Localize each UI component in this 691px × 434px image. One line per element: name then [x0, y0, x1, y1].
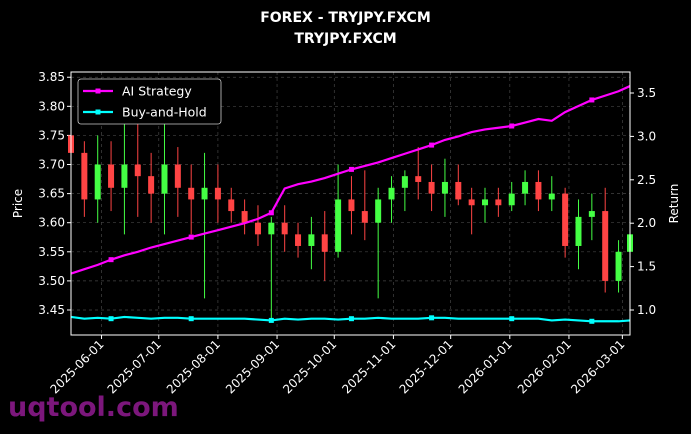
return-marker: [188, 316, 194, 322]
return-marker: [429, 315, 435, 321]
legend-marker: [95, 109, 101, 115]
return-marker: [108, 316, 114, 322]
candle-body: [335, 199, 342, 252]
candle-body: [121, 164, 128, 188]
candle-body: [268, 222, 275, 235]
plot-frame: [70, 71, 631, 336]
return-marker: [348, 166, 354, 172]
legend: [77, 78, 222, 125]
candle-body: [348, 199, 355, 212]
y-tick-label: 3.45: [38, 303, 65, 317]
x-tick-label: 2026-01-01: [456, 337, 515, 396]
y-tick-label: 3.60: [38, 216, 65, 230]
return-marker: [268, 210, 274, 216]
chart-title: FOREX - TRYJPY.FXCM: [260, 10, 431, 26]
candle-body: [108, 164, 115, 188]
candle-body: [295, 234, 302, 246]
y-tick-label: 3.65: [38, 187, 65, 201]
return-marker: [509, 123, 515, 129]
candle-body: [161, 164, 168, 194]
candle-body: [241, 211, 248, 223]
y2-tick-label: 1.5: [637, 260, 656, 274]
y-tick-label: 3.85: [38, 70, 65, 84]
legend-label: AI Strategy: [122, 84, 192, 99]
candle-body: [201, 187, 208, 200]
return-marker: [589, 97, 595, 103]
x-tick-label: 2025-12-01: [397, 337, 456, 396]
candle-body: [602, 211, 609, 281]
return-marker: [108, 257, 114, 263]
chart-subtitle: TRYJPY.FXCM: [294, 31, 397, 47]
legend-marker: [95, 88, 101, 94]
candle-body: [81, 152, 88, 200]
candle-body: [174, 164, 181, 188]
y-tick-label: 3.80: [38, 99, 65, 113]
return-marker: [348, 316, 354, 322]
candle-body: [388, 187, 395, 200]
return-marker: [429, 142, 435, 148]
candle-body: [148, 176, 155, 194]
x-tick-label: 2025-06-01: [47, 337, 106, 396]
candle-body: [535, 181, 542, 200]
candle-body: [588, 211, 595, 217]
candle-body: [575, 216, 582, 246]
y-tick-label: 3.70: [38, 158, 65, 172]
y2-tick-label: 3.5: [637, 86, 656, 100]
candle-body: [254, 222, 261, 235]
legend-label: Buy-and-Hold: [122, 105, 207, 120]
candle-body: [522, 181, 529, 194]
candle-body: [428, 181, 435, 194]
x-tick-label: 2025-09-01: [223, 337, 282, 396]
candle-body: [482, 199, 489, 206]
candle-body: [321, 234, 328, 252]
candle-body: [508, 193, 515, 206]
candle-body: [281, 222, 288, 235]
y2-tick-label: 3.0: [637, 129, 656, 143]
candle-body: [188, 187, 195, 200]
y-tick-label: 3.75: [38, 128, 65, 142]
return-marker: [509, 316, 515, 322]
return-marker: [268, 317, 274, 323]
candle-body: [228, 199, 235, 212]
y2-tick-label: 1.0: [637, 303, 656, 317]
y-tick-label: 3.50: [38, 274, 65, 288]
candle-body: [468, 199, 475, 206]
candle-body: [615, 251, 622, 281]
candle-body: [495, 199, 502, 206]
return-marker: [589, 318, 595, 324]
return-marker: [188, 234, 194, 240]
candle-body: [562, 193, 569, 246]
candle-body: [455, 181, 462, 200]
watermark: uqtool.com: [8, 392, 179, 423]
candle-body: [401, 176, 408, 188]
y2-axis-label: Return: [667, 184, 681, 224]
x-tick-label: 2025-10-01: [280, 337, 339, 396]
x-tick-label: 2025-08-01: [164, 337, 223, 396]
y2-tick-label: 2.5: [637, 173, 656, 187]
candle-body: [134, 164, 141, 177]
candle-body: [441, 181, 448, 194]
candle-body: [94, 164, 101, 200]
x-tick-label: 2026-02-01: [515, 337, 574, 396]
y-axis-label: Price: [11, 189, 25, 218]
x-tick-label: 2025-07-01: [105, 337, 164, 396]
candle-body: [548, 193, 555, 200]
x-tick-label: 2026-03-01: [568, 337, 627, 396]
candle-body: [375, 199, 382, 223]
x-tick-label: 2025-11-01: [339, 337, 398, 396]
candle-body: [214, 187, 221, 200]
y-tick-label: 3.55: [38, 245, 65, 259]
y2-tick-label: 2.0: [637, 216, 656, 230]
candle-body: [361, 211, 368, 223]
candle-body: [415, 176, 422, 182]
candle-body: [308, 234, 315, 246]
